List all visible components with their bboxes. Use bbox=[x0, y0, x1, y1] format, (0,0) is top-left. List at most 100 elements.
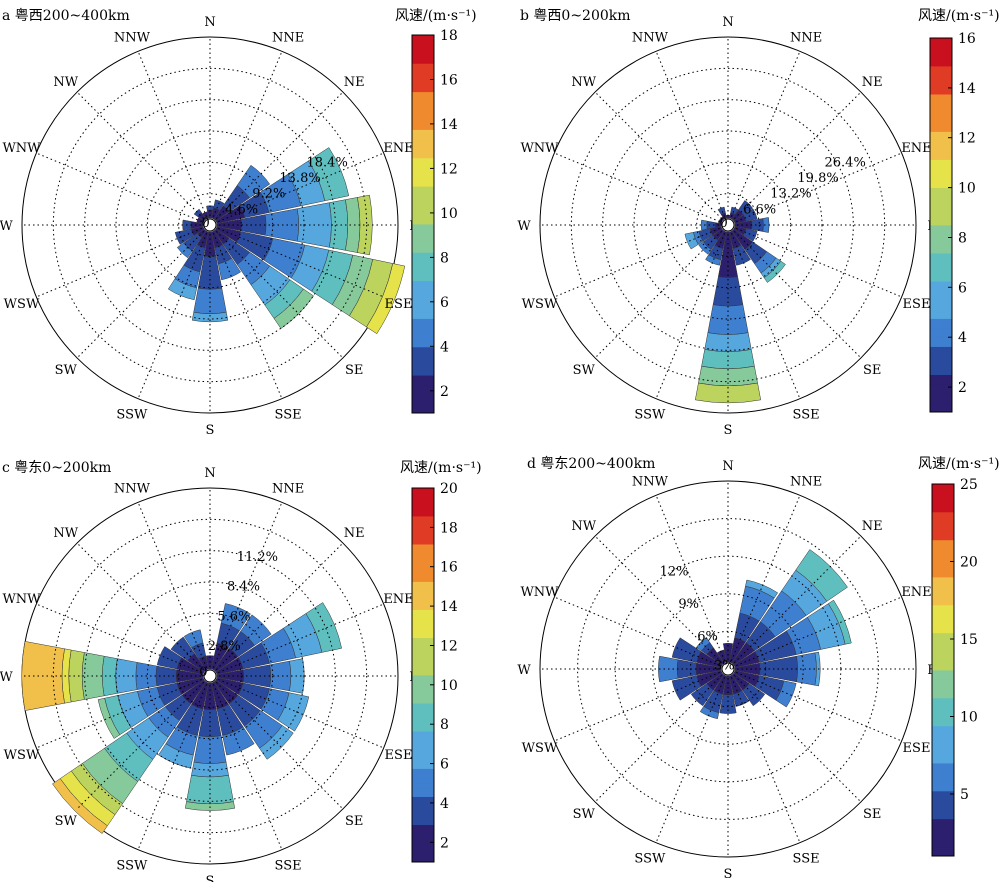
rose-c-wedge-NNE-2 bbox=[220, 603, 251, 632]
rose-d-dir-ESE: ESE bbox=[903, 741, 931, 756]
rose-a-ring-1 bbox=[178, 193, 242, 257]
rose-c-ring-1 bbox=[178, 644, 242, 708]
colorbar-a-tick-label-4: 10 bbox=[440, 206, 458, 222]
rose-d-dir-NE: NE bbox=[862, 519, 883, 534]
colorbar-b-segment-8 bbox=[930, 327, 952, 338]
rose-b-ring-label-3: 19.8% bbox=[797, 171, 838, 186]
colorbar-d-segment-23 bbox=[932, 632, 954, 643]
rose-c-wedge-S-3 bbox=[191, 761, 229, 778]
colorbar-c-tick-label-1: 4 bbox=[440, 796, 449, 812]
colorbar-c-tick-label-8: 18 bbox=[440, 520, 458, 536]
panel-a-colorbar-label: 风速/(m·s⁻¹) bbox=[395, 8, 477, 24]
colorbar-b-frame bbox=[929, 37, 953, 413]
colorbar-c-tick-label-7: 16 bbox=[440, 560, 458, 576]
rose-d-wedge-SSW-2 bbox=[699, 706, 720, 720]
colorbar-d-segment-19 bbox=[932, 670, 954, 680]
colorbar-c-segment-22 bbox=[412, 646, 434, 657]
rose-a-ring-4 bbox=[84, 99, 336, 351]
colorbar-c-segment-30 bbox=[412, 572, 434, 582]
rose-b-dir-NNE: NNE bbox=[790, 31, 822, 46]
colorbar-a-segment-34 bbox=[412, 82, 434, 93]
rose-c-wedge-ESE-3 bbox=[277, 692, 310, 732]
rose-a-wedge-WNW-0 bbox=[196, 217, 205, 224]
colorbar-a-segment-38 bbox=[412, 44, 434, 55]
rose-b-wedge-SSE-1 bbox=[732, 244, 751, 266]
panel-d-title: d 粤东200~400km bbox=[527, 456, 655, 472]
colorbar-b-tick-label-2: 6 bbox=[958, 280, 967, 296]
colorbar-b-segment-34 bbox=[930, 84, 952, 95]
rose-a-wedge-ENE-4 bbox=[307, 147, 350, 202]
rose-a-wedge-SSW-3 bbox=[167, 278, 198, 301]
rose-d-ring-label-0: 3% bbox=[714, 659, 735, 674]
colorbar-d-segment-39 bbox=[932, 484, 954, 494]
colorbar-d-segment-26 bbox=[932, 604, 954, 615]
rose-d-dir-NW: NW bbox=[571, 519, 596, 534]
colorbar-c-segment-16 bbox=[412, 703, 434, 713]
colorbar-a-segment-8 bbox=[412, 327, 434, 338]
colorbar-b-segment-19 bbox=[930, 225, 952, 235]
colorbar-b-segment-5 bbox=[930, 355, 952, 366]
colorbar-d-segment-13 bbox=[932, 725, 954, 736]
colorbar-b-segment-12 bbox=[930, 290, 952, 301]
colorbar-b-segment-16 bbox=[930, 253, 952, 263]
panel-c-colorbar-label: 风速/(m·s⁻¹) bbox=[400, 460, 482, 476]
rose-b-ring-1 bbox=[696, 193, 760, 257]
rose-d-ring-1 bbox=[689, 630, 767, 708]
colorbar-d-segment-35 bbox=[932, 521, 954, 531]
rose-b-wedge-NNE-1 bbox=[730, 206, 739, 215]
colorbar-a-segment-0 bbox=[412, 403, 434, 414]
rose-d-dir-WNW: WNW bbox=[520, 585, 559, 600]
colorbar-d-segment-8 bbox=[932, 772, 954, 782]
rose-c-dir-NNW: NNW bbox=[114, 482, 151, 497]
rose-a-dir-ESE: ESE bbox=[385, 297, 413, 312]
colorbar-c-segment-4 bbox=[412, 815, 434, 825]
colorbar-b-segment-7 bbox=[930, 337, 952, 347]
rose-c-wedge-NE-2 bbox=[240, 614, 272, 646]
rose-b-wedge-E-1 bbox=[751, 218, 764, 232]
colorbar-b-segment-39 bbox=[930, 38, 952, 48]
rose-c-wedge-WSW-5 bbox=[97, 697, 121, 739]
rose-a-dir-N: N bbox=[204, 15, 215, 30]
colorbar-a-segment-12 bbox=[412, 290, 434, 300]
rose-b-ring-label-1: 6.6% bbox=[743, 202, 776, 217]
colorbar-d-tick-label-0: 5 bbox=[960, 787, 969, 803]
colorbar-b-tick-label-1: 4 bbox=[958, 330, 967, 346]
colorbar-c-segment-0 bbox=[412, 852, 434, 863]
colorbar-b-tick-label-0: 2 bbox=[958, 380, 967, 396]
rose-b-wedge-WSW-3 bbox=[684, 232, 699, 250]
colorbar-c-segment-11 bbox=[412, 749, 434, 760]
colorbar-c-tick-label-9: 20 bbox=[440, 481, 458, 497]
rose-b-wedge-ENE-1 bbox=[743, 208, 758, 222]
colorbar-b-tick-label-7: 16 bbox=[958, 31, 976, 47]
colorbar-a-segment-19 bbox=[412, 224, 434, 234]
rose-d-dir-SW: SW bbox=[573, 807, 596, 822]
colorbar-d-segment-31 bbox=[932, 558, 954, 569]
colorbar-a-tick-label-5: 12 bbox=[440, 161, 458, 177]
colorbar-c-segment-31 bbox=[412, 562, 434, 573]
rose-d-wedge-N-0 bbox=[722, 642, 734, 663]
colorbar-a-segment-30 bbox=[412, 120, 434, 130]
colorbar-b-segment-32 bbox=[930, 103, 952, 114]
rose-a-wedge-NNE-1 bbox=[213, 199, 225, 211]
rose-b-wedge-ESE-1 bbox=[743, 228, 758, 242]
colorbar-d-segment-20 bbox=[932, 660, 954, 671]
colorbar-a-segment-3 bbox=[412, 375, 434, 386]
colorbar-d-segment-11 bbox=[932, 744, 954, 755]
rose-c-ring-5 bbox=[52, 518, 368, 834]
colorbar-c-segment-32 bbox=[412, 553, 434, 564]
colorbar-a-segment-33 bbox=[412, 91, 434, 102]
colorbar-c-segment-28 bbox=[412, 590, 434, 601]
colorbar-d-segment-1 bbox=[932, 837, 954, 848]
rose-d-ring-label-1: 6% bbox=[697, 629, 718, 644]
colorbar-c-segment-18 bbox=[412, 684, 434, 695]
colorbar-a-segment-16 bbox=[412, 252, 434, 263]
colorbar-a-segment-31 bbox=[412, 110, 434, 121]
colorbar-d-segment-30 bbox=[932, 567, 954, 578]
colorbar-d-segment-22 bbox=[932, 642, 954, 652]
colorbar-c-segment-34 bbox=[412, 534, 434, 545]
rose-a-ring-3 bbox=[115, 130, 305, 320]
colorbar-c-segment-8 bbox=[412, 777, 434, 788]
colorbar-d-tick-label-1: 10 bbox=[960, 710, 978, 726]
rose-d-wedge-ENE-4 bbox=[828, 599, 852, 645]
colorbar-b-segment-17 bbox=[930, 243, 952, 254]
